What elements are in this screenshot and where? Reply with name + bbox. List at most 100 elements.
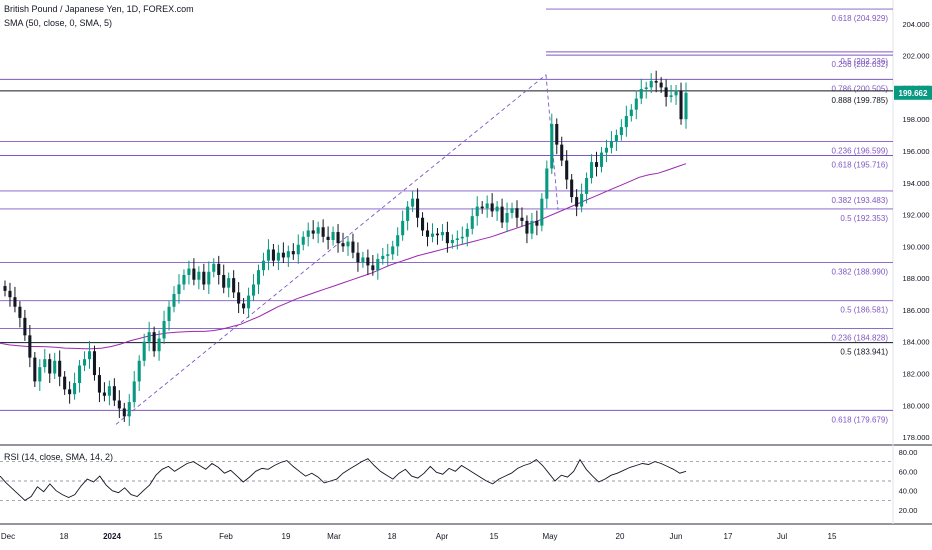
candle-down (659, 82, 663, 88)
candle-up (614, 135, 618, 142)
candle-up (286, 251, 290, 258)
candle-down (28, 335, 32, 358)
time-tick-label: Feb (219, 532, 233, 541)
last-price-label: 199.662 (899, 89, 928, 98)
candle-up (296, 244, 300, 255)
candle-down (421, 217, 425, 231)
time-tick-label: 19 (282, 532, 291, 541)
candle-down (48, 359, 52, 374)
candle-down (555, 123, 559, 145)
time-tick-label: 20 (616, 532, 625, 541)
price-tick-label: 194.000 (902, 179, 929, 188)
candle-up (157, 338, 161, 352)
candle-up (187, 268, 191, 275)
candle-down (242, 303, 246, 309)
candle-up (430, 233, 435, 237)
candle-up (475, 206, 479, 217)
candle-down (570, 179, 574, 198)
fib-level-label: 0.786 (200.505) (832, 84, 889, 93)
time-tick-label: 17 (724, 532, 733, 541)
time-tick-label: Mar (327, 532, 341, 541)
candle-down (18, 306, 22, 318)
candle-up (495, 206, 499, 212)
candle-down (68, 389, 72, 395)
candle-down (351, 241, 355, 253)
candle-down (575, 197, 579, 207)
candle-up (266, 249, 270, 261)
candle-down (23, 317, 27, 336)
fib-level-label: 0.236 (202.032) (832, 60, 889, 69)
candle-up (107, 386, 111, 396)
candle-down (58, 360, 62, 377)
candle-up (540, 198, 544, 226)
candle-up (470, 216, 474, 229)
candle-down (480, 206, 484, 209)
rsi-tick-label: 60.00 (899, 467, 918, 476)
symbol-title: British Pound / Japanese Yen, 1D, FOREX.… (4, 4, 194, 14)
fib-level-label: 0.382 (193.483) (832, 196, 889, 205)
price-tick-label: 204.000 (902, 20, 929, 29)
fib-level-label: 0.382 (188.990) (832, 267, 889, 276)
fib-level-label: 0.5 (192.353) (840, 214, 888, 223)
time-tick-label: Jul (777, 532, 787, 541)
time-tick-label: May (542, 532, 557, 541)
candle-up (386, 254, 390, 256)
retracement-line (545, 74, 559, 210)
candle-down (520, 217, 524, 221)
candle-up (147, 332, 151, 342)
rsi-indicator-label: RSI (14, close, SMA, 14, 2) (4, 452, 114, 462)
candle-down (13, 297, 17, 307)
candle-up (78, 365, 82, 384)
candle-up (510, 208, 514, 213)
fib-level-label: 0.888 (199.785) (832, 96, 889, 105)
price-tick-label: 202.000 (902, 52, 929, 61)
candle-up (401, 220, 405, 236)
candle-up (550, 123, 554, 169)
candle-down (525, 220, 529, 234)
candle-down (425, 230, 430, 237)
price-tick-label: 178.000 (902, 433, 929, 442)
candle-up (137, 360, 141, 382)
candle-up (87, 351, 92, 360)
candle-up (460, 236, 464, 239)
candle-down (102, 392, 106, 396)
candle-up (629, 109, 633, 117)
candle-up (247, 295, 251, 309)
time-tick-label: Jun (670, 532, 683, 541)
fib-level-label: 0.236 (184.828) (832, 334, 889, 343)
candle-down (222, 274, 226, 288)
time-tick-label: 2024 (103, 532, 121, 541)
candle-up (73, 383, 77, 395)
candle-up (450, 239, 454, 244)
candle-up (530, 220, 534, 234)
candle-up (391, 246, 395, 255)
last-price-marker (894, 85, 932, 100)
candle-down (117, 400, 121, 409)
candle-down (500, 206, 504, 223)
candle-down (321, 227, 325, 237)
candle-down (92, 351, 97, 376)
price-tick-label: 182.000 (902, 369, 929, 378)
candle-down (679, 90, 683, 120)
candle-down (326, 236, 330, 240)
candle-down (291, 251, 295, 255)
candle-down (311, 230, 315, 234)
candle-up (38, 367, 42, 382)
candle-down (654, 81, 658, 83)
candle-up (485, 203, 489, 209)
candle-up (182, 274, 186, 285)
candle-up (177, 284, 181, 295)
candle-down (356, 252, 360, 263)
candle-up (301, 236, 305, 245)
candle-up (465, 228, 469, 237)
candle-up (331, 232, 335, 240)
candle-down (515, 208, 519, 218)
candle-up (411, 198, 415, 207)
candle-up (639, 89, 643, 99)
fib-level-label: 0.5 (183.941) (840, 348, 888, 357)
candle-up (172, 294, 176, 307)
candle-up (306, 230, 310, 237)
trend-line (115, 74, 547, 425)
time-tick-label: Apr (436, 532, 449, 541)
